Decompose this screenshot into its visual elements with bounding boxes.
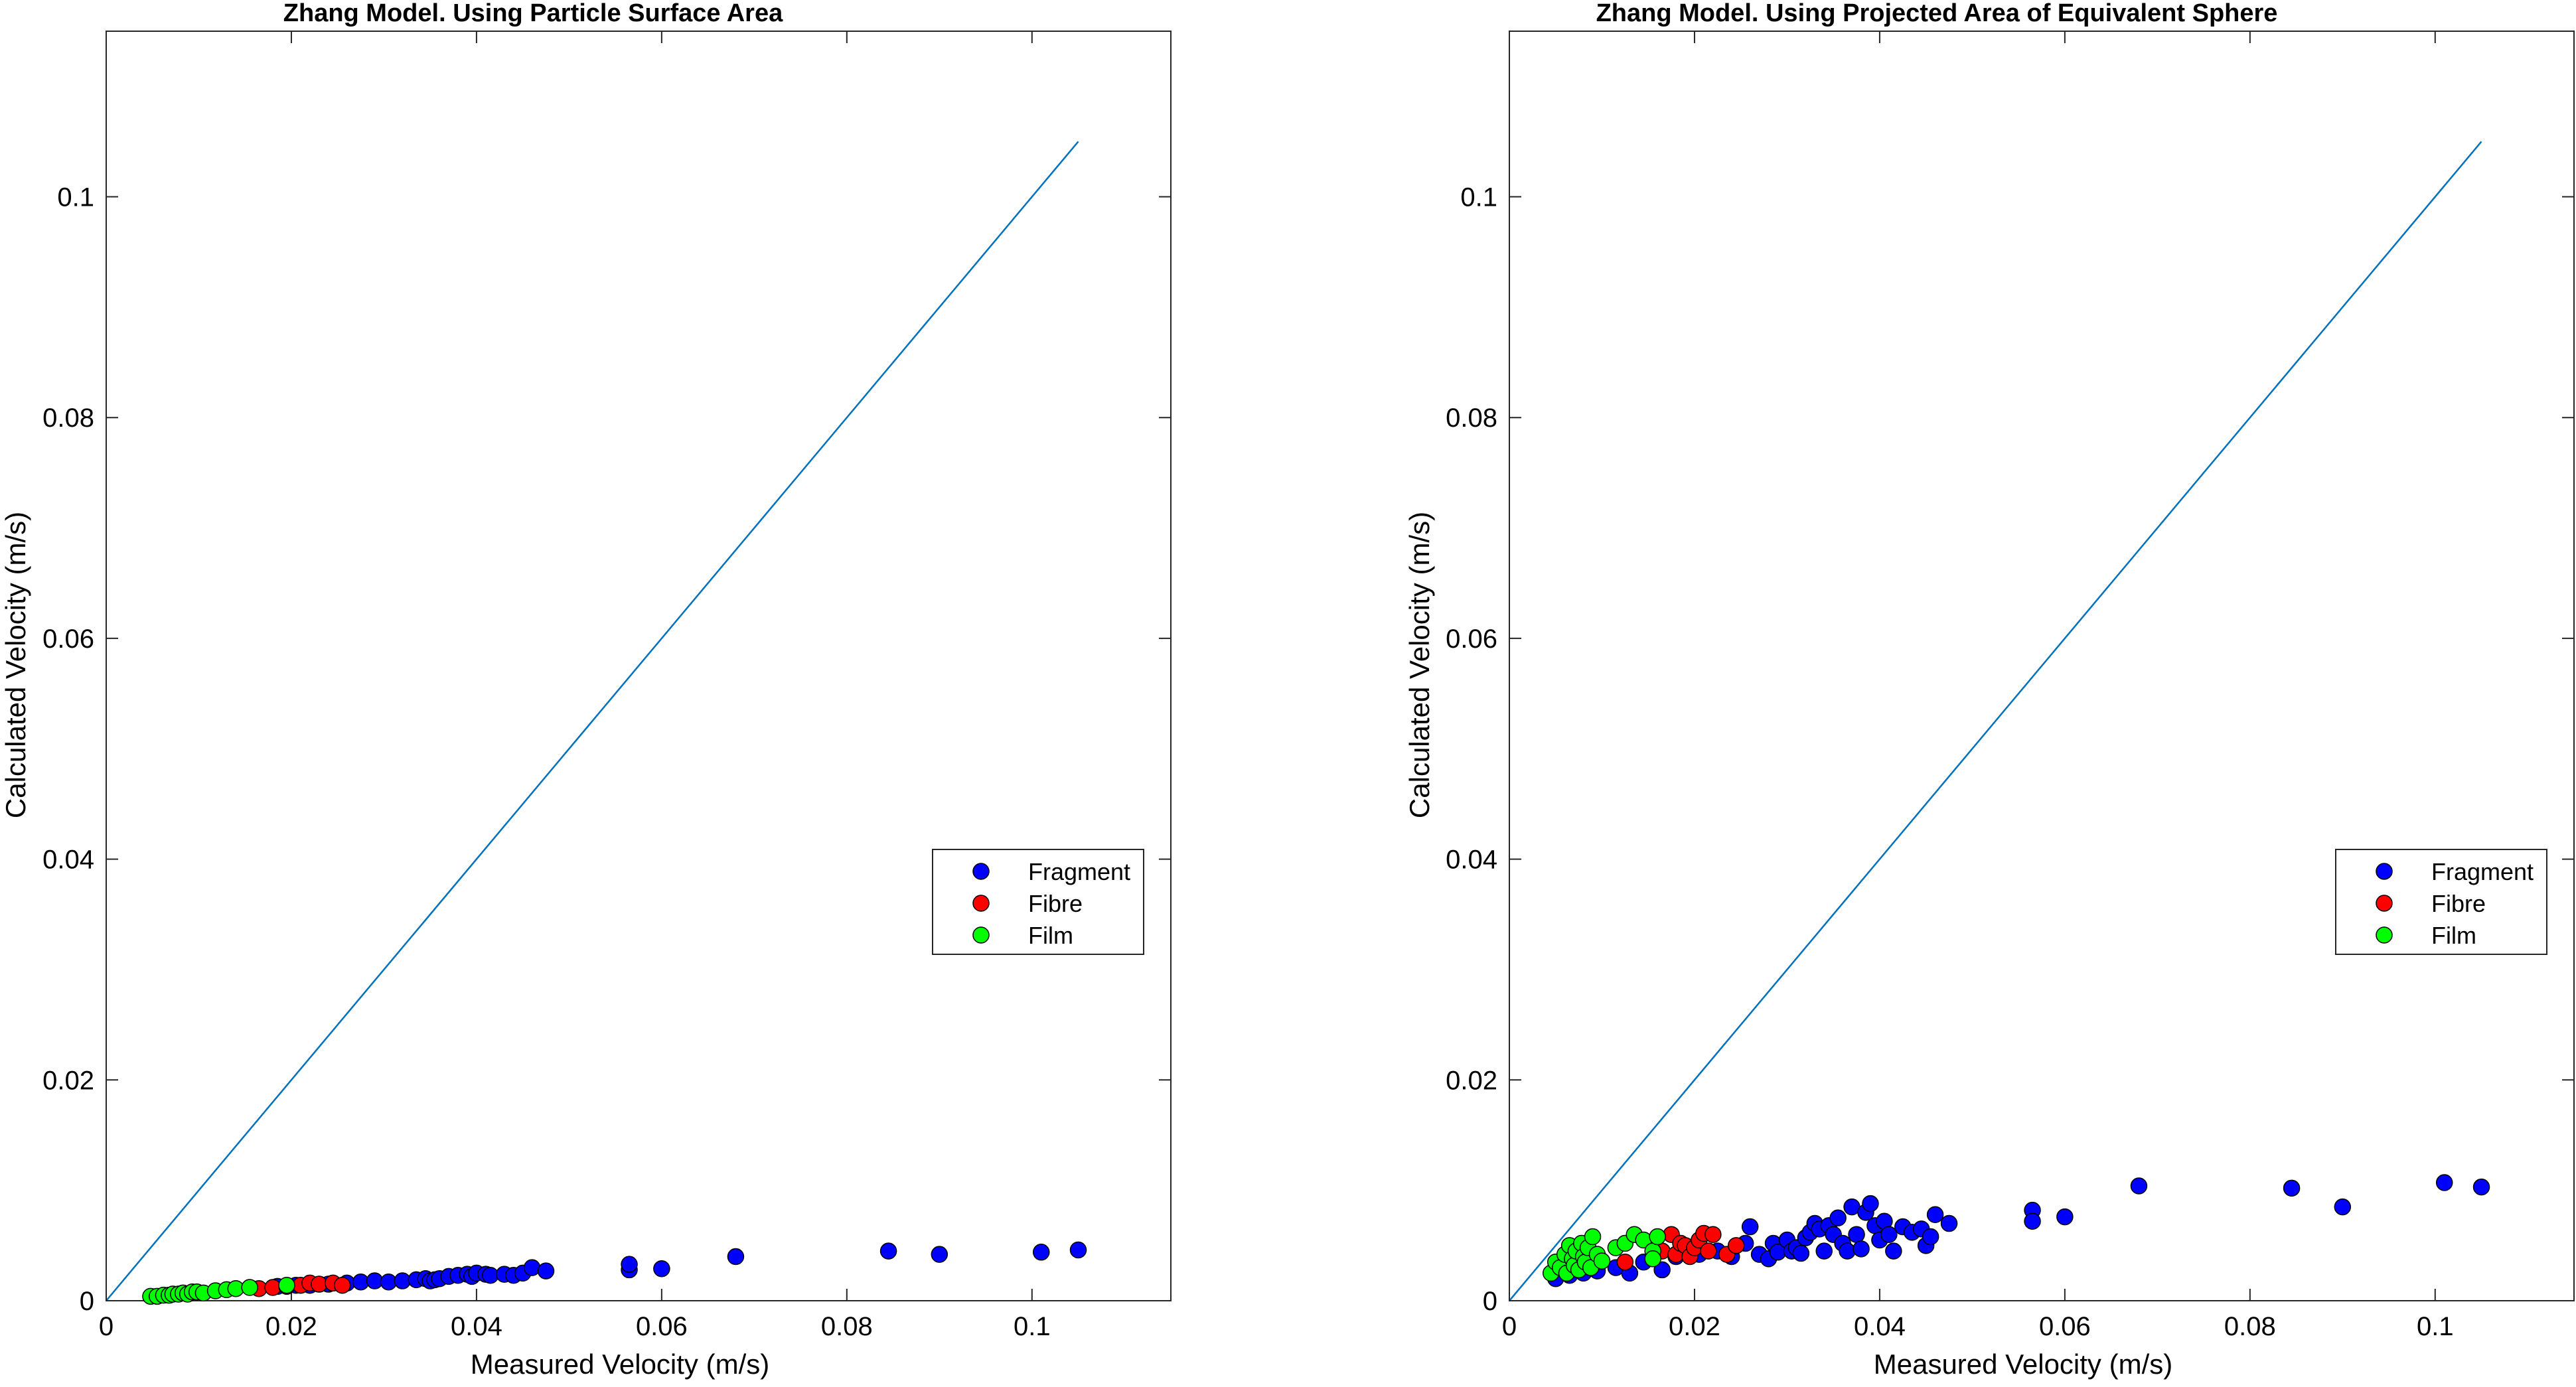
y-tick-label: 0.02 xyxy=(42,1066,94,1095)
chart-title: Zhang Model. Using Particle Surface Area xyxy=(283,0,783,27)
data-point-fragment xyxy=(1880,1226,1898,1243)
data-point-film xyxy=(241,1279,258,1296)
legend-marker-fragment xyxy=(972,863,990,880)
y-axis-label: Calculated Velocity (m/s) xyxy=(0,512,31,818)
chart-left: Zhang Model. Using Particle Surface Area… xyxy=(0,0,1172,1380)
legend-marker-film xyxy=(2376,926,2393,944)
data-point-film xyxy=(1644,1250,1661,1268)
data-point-fragment xyxy=(931,1246,948,1263)
points-layer xyxy=(1543,1174,2490,1287)
data-point-fragment xyxy=(1862,1195,1879,1212)
x-tick-label: 0.1 xyxy=(1014,1312,1051,1341)
ticks-layer: 0 0.02 0.04 0.06 0.08 0.1 0 0.02 0.04 0.06 0.08 0.1 xyxy=(42,31,1171,1341)
data-point-fragment xyxy=(537,1262,555,1279)
y-tick-label: 0.06 xyxy=(1446,624,1497,654)
y-tick-label: 0.04 xyxy=(1446,845,1497,875)
data-point-fragment xyxy=(523,1259,541,1276)
data-point-fragment xyxy=(621,1256,638,1273)
x-tick-label: 0.06 xyxy=(2039,1312,2091,1341)
data-point-fragment xyxy=(1839,1242,1856,1260)
legend-label-film: Film xyxy=(2431,922,2476,949)
data-point-fragment xyxy=(2472,1178,2490,1196)
legend: Fragment Fibre Film xyxy=(932,849,1144,955)
y-tick-label: 0.04 xyxy=(42,845,94,875)
data-point-film xyxy=(1649,1228,1666,1246)
x-tick-label: 0 xyxy=(99,1312,114,1341)
data-point-fibre xyxy=(1616,1254,1634,1271)
data-point-fragment xyxy=(653,1260,670,1278)
x-tick-label: 0.04 xyxy=(451,1312,502,1341)
data-point-fibre xyxy=(1700,1242,1717,1260)
data-point-fragment xyxy=(2056,1208,2074,1226)
chart-right: Zhang Model. Using Projected Area of Equ… xyxy=(1404,0,2575,1380)
x-tick-label: 0 xyxy=(1502,1312,1517,1341)
data-point-film xyxy=(1584,1228,1602,1246)
y-tick-label: 0.08 xyxy=(42,403,94,433)
data-point-fragment xyxy=(1853,1240,1870,1258)
data-point-fragment xyxy=(2024,1212,2041,1230)
x-tick-label: 0.06 xyxy=(636,1312,688,1341)
data-point-fragment xyxy=(2435,1174,2453,1191)
data-point-film xyxy=(278,1276,295,1294)
data-point-fragment xyxy=(1815,1242,1833,1260)
y-tick-label: 0.1 xyxy=(57,183,94,212)
x-tick-label: 0.1 xyxy=(2417,1312,2454,1341)
data-point-fibre xyxy=(1705,1226,1722,1243)
legend-marker-fragment xyxy=(2376,863,2393,880)
data-point-film xyxy=(1593,1252,1611,1270)
x-tick-label: 0.04 xyxy=(1854,1312,1906,1341)
legend-box xyxy=(2335,849,2547,955)
y-tick-label: 0 xyxy=(1483,1287,1497,1316)
data-point-fragment xyxy=(1922,1228,1939,1246)
x-tick-label: 0.02 xyxy=(1669,1312,1720,1341)
data-point-fragment xyxy=(1069,1241,1087,1259)
data-point-fragment xyxy=(1940,1214,1958,1232)
data-point-fragment xyxy=(1792,1244,1810,1262)
legend-label-fibre: Fibre xyxy=(2431,890,2486,917)
data-point-fragment xyxy=(879,1242,897,1260)
legend-label-fragment: Fragment xyxy=(1028,858,1130,885)
data-point-fragment xyxy=(1848,1226,1865,1243)
data-point-fragment xyxy=(1926,1206,1944,1223)
data-point-fragment xyxy=(1741,1218,1759,1236)
legend-marker-film xyxy=(972,926,990,944)
data-point-fragment xyxy=(1829,1209,1847,1226)
data-point-fragment xyxy=(2283,1179,2301,1197)
legend-marker-fibre xyxy=(2376,895,2393,912)
x-axis-label: Measured Velocity (m/s) xyxy=(471,1349,769,1380)
data-point-fibre xyxy=(1727,1237,1745,1254)
points-layer xyxy=(142,1241,1087,1305)
y-tick-label: 0.02 xyxy=(1446,1066,1497,1095)
ticks-layer: 0 0.02 0.04 0.06 0.08 0.1 0 0.02 0.04 0.06 0.08 0.1 xyxy=(1446,31,2574,1341)
data-point-fragment xyxy=(1885,1242,1902,1260)
x-tick-label: 0.08 xyxy=(2224,1312,2276,1341)
legend-label-film: Film xyxy=(1028,922,1073,949)
legend: Fragment Fibre Film xyxy=(2335,849,2547,955)
legend-label-fragment: Fragment xyxy=(2431,858,2534,885)
y-tick-label: 0 xyxy=(80,1287,94,1316)
data-point-fragment xyxy=(727,1248,745,1266)
data-point-fragment xyxy=(2130,1177,2148,1195)
x-tick-label: 0.08 xyxy=(821,1312,873,1341)
data-point-fragment xyxy=(1653,1261,1671,1279)
chart-title: Zhang Model. Using Projected Area of Equ… xyxy=(1596,0,2278,27)
y-tick-label: 0.06 xyxy=(42,624,94,654)
x-tick-label: 0.02 xyxy=(265,1312,317,1341)
legend-box xyxy=(932,849,1144,955)
data-point-fibre xyxy=(333,1276,351,1294)
reference-line xyxy=(106,141,1079,1301)
data-point-fragment xyxy=(1032,1244,1050,1261)
y-axis-label: Calculated Velocity (m/s) xyxy=(1404,512,1435,818)
legend-marker-fibre xyxy=(972,895,990,912)
x-axis-label: Measured Velocity (m/s) xyxy=(1874,1349,2172,1380)
reference-line xyxy=(1509,141,2482,1301)
data-point-fragment xyxy=(2334,1198,2352,1216)
y-tick-label: 0.08 xyxy=(1446,403,1497,433)
reference-line-layer xyxy=(106,141,1079,1301)
reference-line-layer xyxy=(1509,141,2482,1301)
y-tick-label: 0.1 xyxy=(1460,183,1497,212)
legend-label-fibre: Fibre xyxy=(1028,890,1083,917)
